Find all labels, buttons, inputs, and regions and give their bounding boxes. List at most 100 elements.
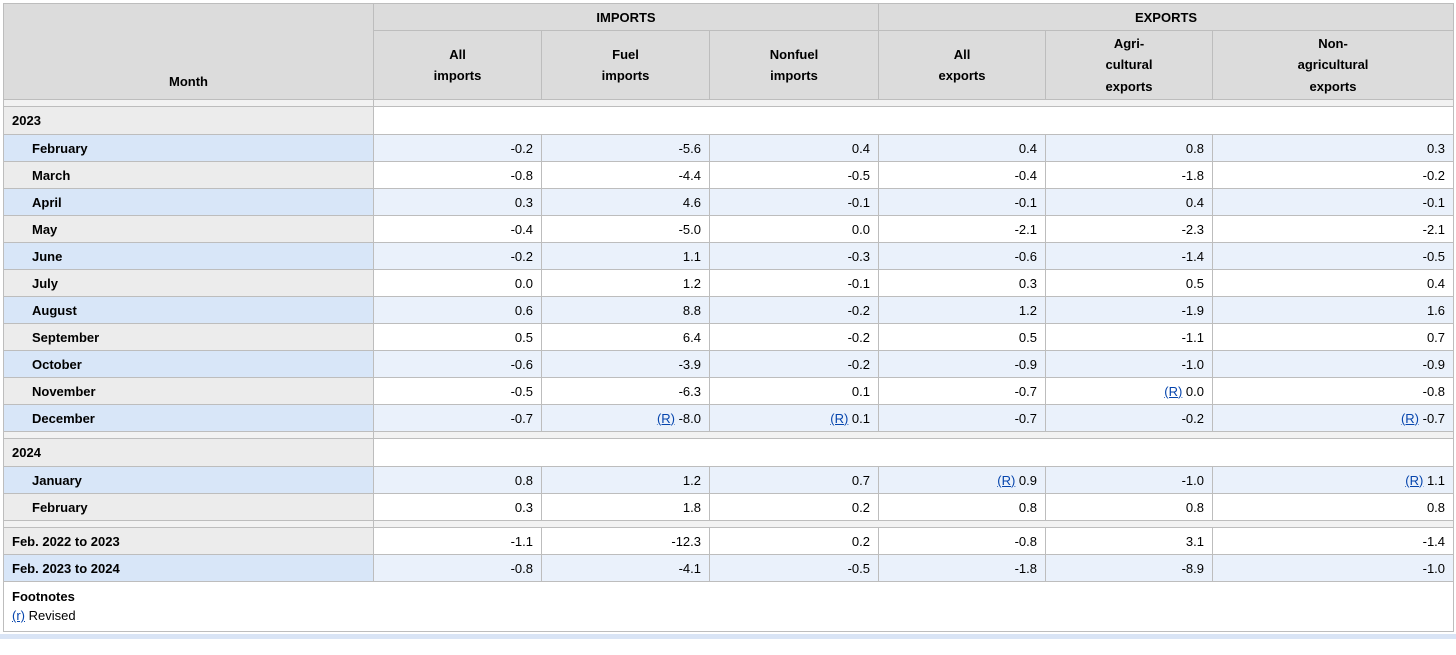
value-cell: -1.0 <box>1211 554 1455 582</box>
value-cell: 0.4 <box>709 134 879 162</box>
row-label: June <box>3 242 374 270</box>
value-cell: -0.2 <box>1045 404 1213 432</box>
table-row: November -0.5 -6.3 0.1 -0.7 (R) 0.0 -0.8 <box>3 377 1455 405</box>
value-cell: -4.1 <box>541 554 710 582</box>
value-cell: -0.1 <box>878 188 1046 216</box>
table-row: Feb. 2023 to 2024 -0.8 -4.1 -0.5 -1.8 -8.9 -1.… <box>3 554 1455 582</box>
row-label: May <box>3 215 374 243</box>
value-cell: -3.9 <box>541 350 710 378</box>
value-cell: 0.5 <box>1045 269 1213 297</box>
value-cell: -0.8 <box>878 527 1046 555</box>
value-cell: -2.1 <box>1211 215 1455 243</box>
value-cell: -6.3 <box>541 377 710 405</box>
row-label: October <box>3 350 374 378</box>
row-label: July <box>3 269 374 297</box>
value-cell: 0.7 <box>709 466 879 494</box>
value-cell: -1.9 <box>1045 296 1213 324</box>
value-cell: 4.6 <box>541 188 710 216</box>
value-cell: (R) 0.1 <box>709 404 879 432</box>
value-cell: -0.2 <box>709 296 879 324</box>
value-cell: 0.8 <box>1211 493 1455 521</box>
value-cell: -0.8 <box>1211 377 1455 405</box>
next-element-strip <box>0 634 1456 639</box>
value-cell: (R) 0.0 <box>1045 377 1213 405</box>
value-cell: 0.7 <box>1211 323 1455 351</box>
table-body: 2023 February -0.2 -5.6 0.4 0.4 0.8 0.3 March -0.… <box>2 99 1455 632</box>
value-cell: (R) -8.0 <box>541 404 710 432</box>
value-cell: -1.8 <box>878 554 1046 582</box>
row-label: March <box>3 161 374 189</box>
value-cell: 0.2 <box>709 527 879 555</box>
value-cell: -0.6 <box>373 350 542 378</box>
year-section-row: 2023 <box>3 106 1455 135</box>
value-cell: 0.4 <box>878 134 1046 162</box>
revised-link[interactable]: (R) <box>1405 472 1424 488</box>
row-label: February <box>3 134 374 162</box>
footnotes-title: Footnotes <box>12 589 75 604</box>
revised-link[interactable]: (R) <box>1164 383 1183 399</box>
value-cell: -2.3 <box>1045 215 1213 243</box>
separator-cell <box>372 99 1455 107</box>
value-cell: -5.6 <box>541 134 710 162</box>
year-section-row: 2024 <box>3 438 1455 467</box>
table-row: February 0.3 1.8 0.2 0.8 0.8 0.8 <box>3 493 1455 521</box>
value-cell: 0.3 <box>1211 134 1455 162</box>
value-cell: -1.4 <box>1045 242 1213 270</box>
revised-link[interactable]: (R) <box>1400 410 1420 426</box>
value-cell: -0.1 <box>709 188 879 216</box>
separator-cell <box>372 520 1455 528</box>
footnote-line: (r) Revised <box>12 608 76 623</box>
value-cell: 0.3 <box>373 493 542 521</box>
row-label: November <box>3 377 374 405</box>
value-cell: 0.3 <box>878 269 1046 297</box>
value-cell: -0.3 <box>709 242 879 270</box>
value-cell: 1.2 <box>541 269 710 297</box>
value-cell: -2.1 <box>878 215 1046 243</box>
row-label: April <box>3 188 374 216</box>
value-cell: 1.2 <box>541 466 710 494</box>
value-cell: -0.5 <box>1211 242 1455 270</box>
value-cell: 0.2 <box>709 493 879 521</box>
table-row: September 0.5 6.4 -0.2 0.5 -1.1 0.7 <box>3 323 1455 351</box>
separator-row <box>3 431 1455 439</box>
page-container: Month IMPORTS EXPORTS All imports Fuel i… <box>2 3 1455 632</box>
value-cell: (R) 0.9 <box>878 466 1046 494</box>
value-cell: -0.5 <box>709 554 879 582</box>
row-label: December <box>3 404 374 432</box>
imports-group-header: IMPORTS <box>373 3 879 31</box>
table-row: December -0.7 (R) -8.0 (R) 0.1 -0.7 -0.2 (R) -… <box>3 404 1455 432</box>
row-label: August <box>3 296 374 324</box>
table-row: July 0.0 1.2 -0.1 0.3 0.5 0.4 <box>3 269 1455 297</box>
value-cell: 0.8 <box>373 466 542 494</box>
value-cell: 1.8 <box>541 493 710 521</box>
all-exports-header: All exports <box>878 30 1046 100</box>
value-cell: 0.0 <box>373 269 542 297</box>
table-row: August 0.6 8.8 -0.2 1.2 -1.9 1.6 <box>3 296 1455 324</box>
row-label: January <box>3 466 374 494</box>
value-cell: -1.8 <box>1045 161 1213 189</box>
value-cell: (R) -0.7 <box>1211 404 1455 432</box>
row-label: February <box>3 493 374 521</box>
value-cell: -0.8 <box>373 554 542 582</box>
value-cell: -0.7 <box>878 404 1046 432</box>
value-cell: -0.4 <box>878 161 1046 189</box>
value-cell: -0.2 <box>709 350 879 378</box>
table-row: April 0.3 4.6 -0.1 -0.1 0.4 -0.1 <box>3 188 1455 216</box>
value-cell: -0.8 <box>373 161 542 189</box>
separator-cell <box>3 99 374 107</box>
value-cell: 0.1 <box>709 377 879 405</box>
value-cell: -5.0 <box>541 215 710 243</box>
table-row: Feb. 2022 to 2023 -1.1 -12.3 0.2 -0.8 3.1 -1.4 <box>3 527 1455 555</box>
revised-link[interactable]: (R) <box>997 472 1016 488</box>
revised-footnote-link[interactable]: (r) <box>12 608 25 623</box>
revised-link[interactable]: (R) <box>830 410 849 426</box>
value-cell: -0.2 <box>373 134 542 162</box>
value-cell: -0.2 <box>1211 161 1455 189</box>
value-cell: -1.0 <box>1045 350 1213 378</box>
table-row: June -0.2 1.1 -0.3 -0.6 -1.4 -0.5 <box>3 242 1455 270</box>
year-row-filler <box>372 106 1455 135</box>
table-row: January 0.8 1.2 0.7 (R) 0.9 -1.0 (R) 1.1 <box>3 466 1455 494</box>
revised-link[interactable]: (R) <box>656 410 675 426</box>
separator-cell <box>3 431 374 439</box>
all-imports-header: All imports <box>373 30 542 100</box>
